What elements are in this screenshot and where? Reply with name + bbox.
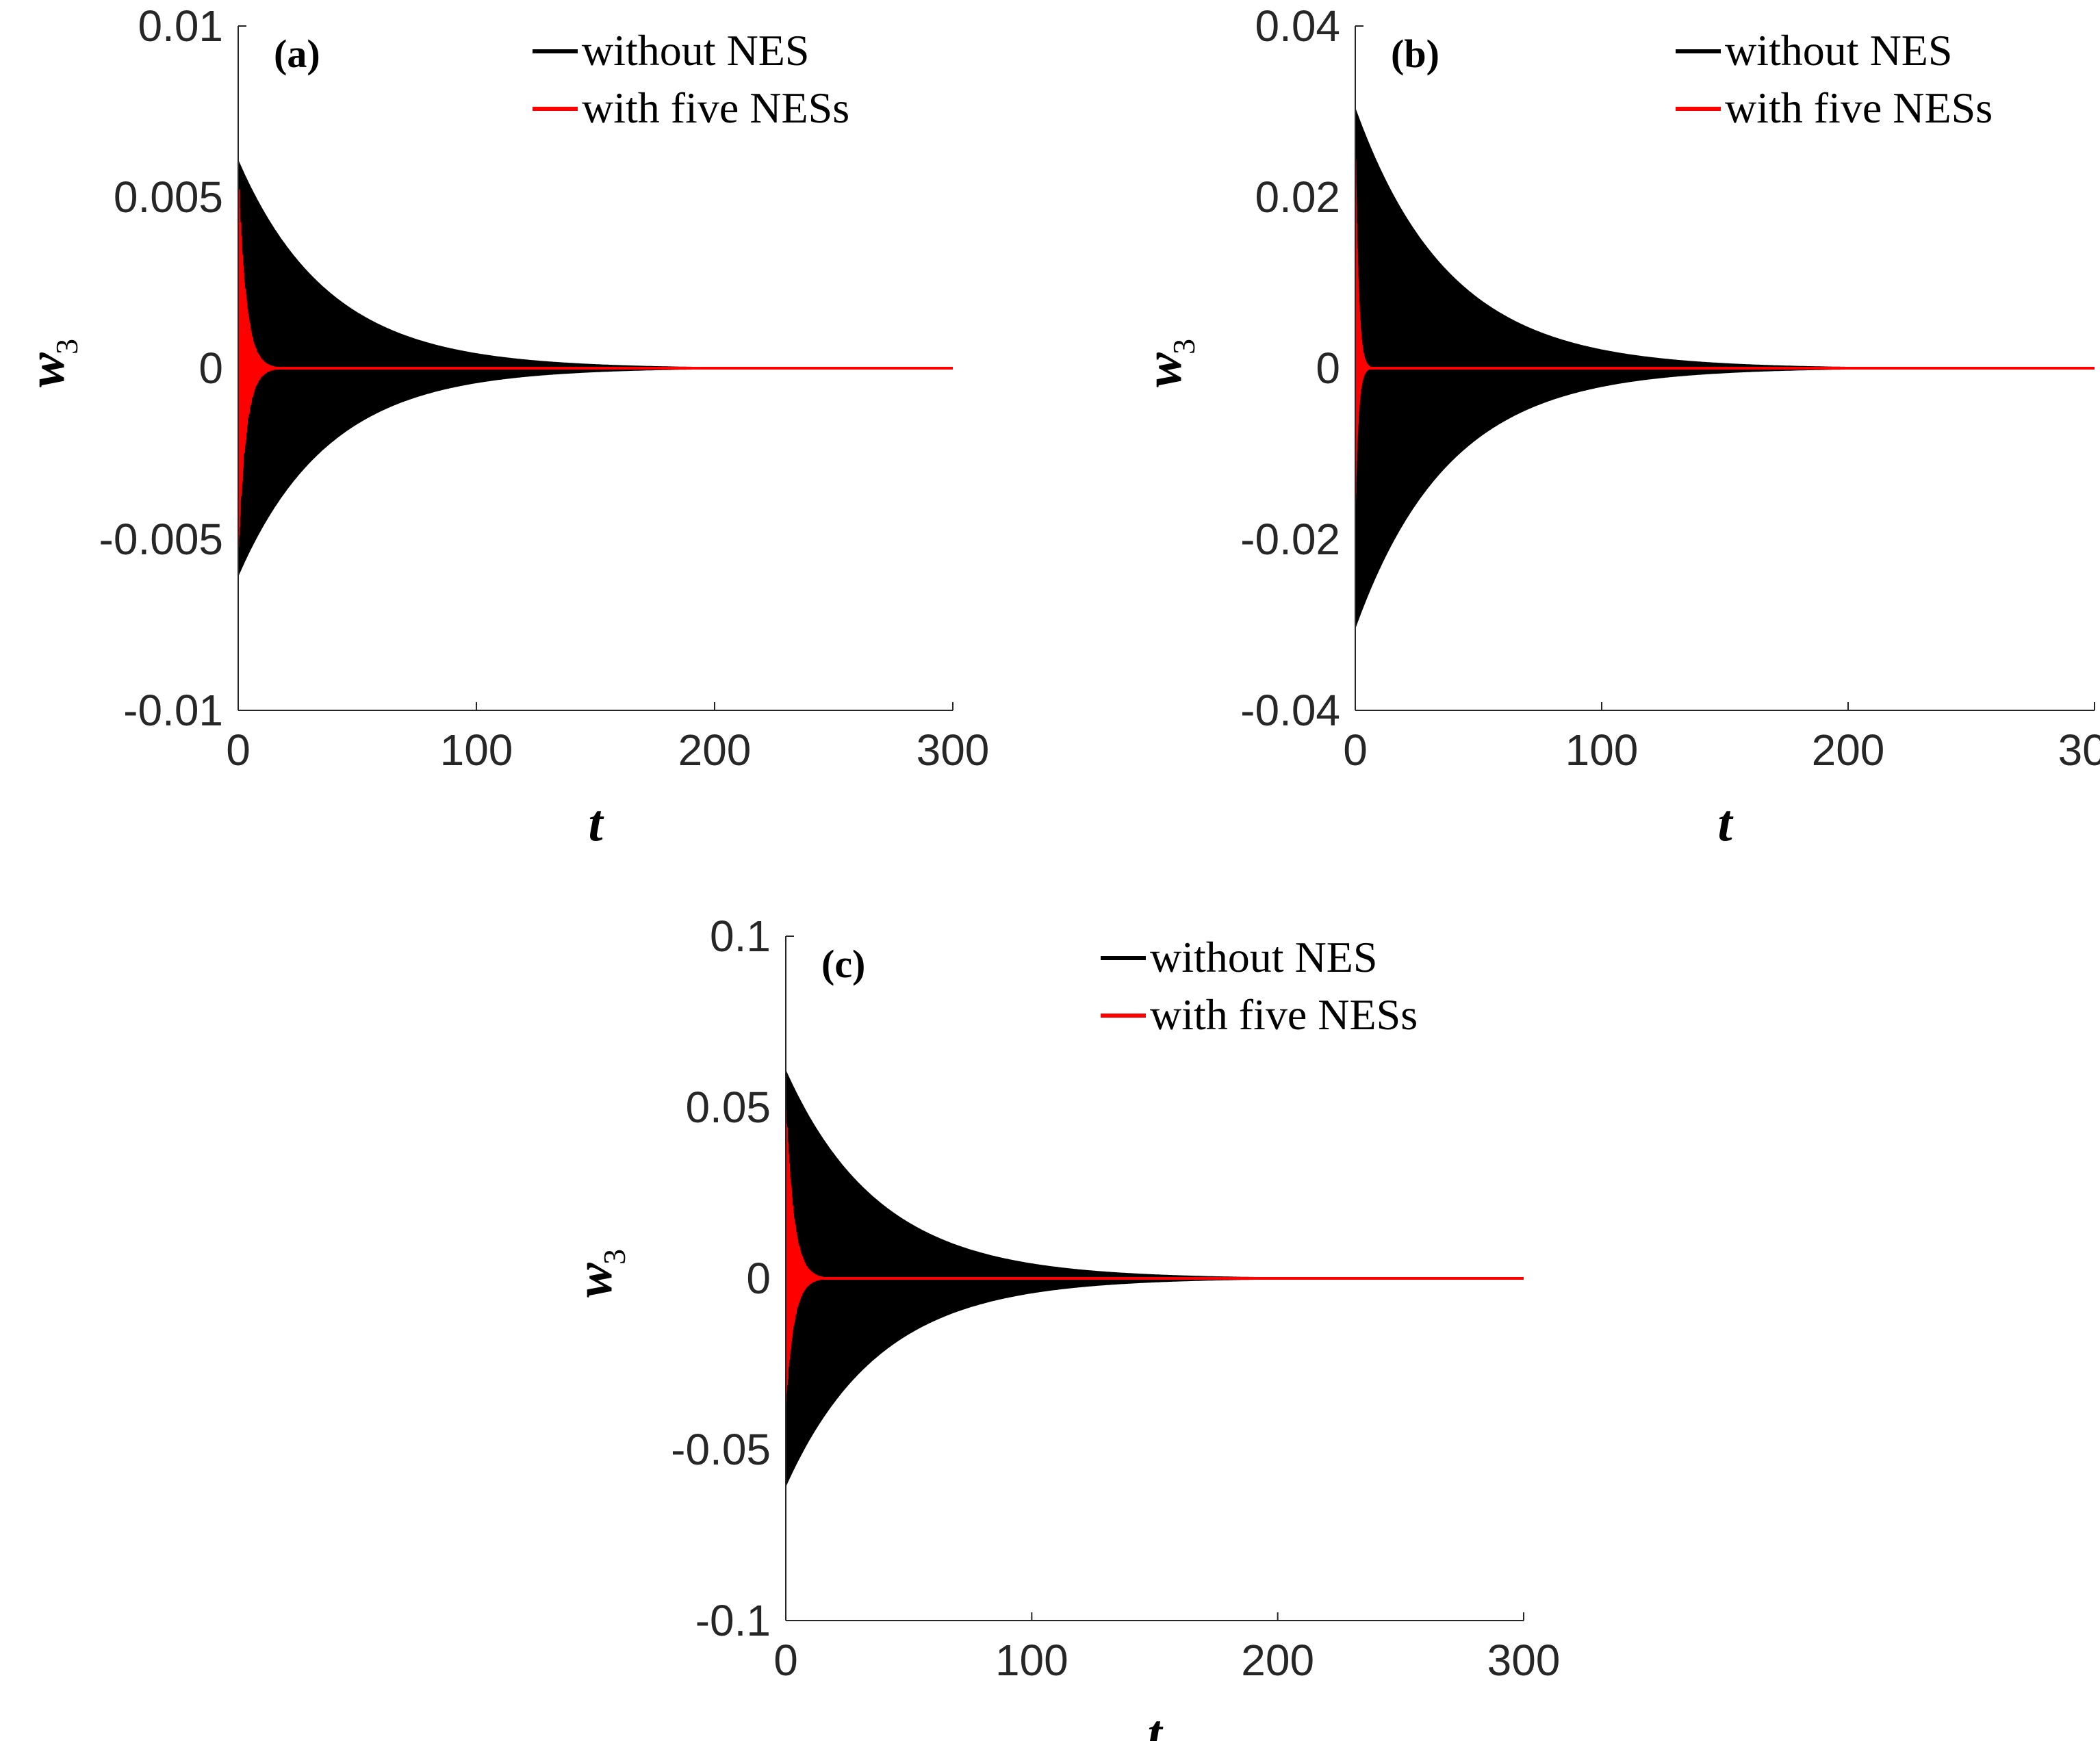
panel-c: 0 100 200 300 -0.1 -0.05 0 0.05 0.1 t w … [565, 912, 1560, 1741]
panel-b-y-axis-title: w 3 [1135, 339, 1201, 387]
panel-a-label: (a) [274, 31, 320, 76]
x-tick-label: 300 [1487, 1636, 1561, 1685]
panel-b-x-tick-labels: 0 100 200 300 [1343, 725, 2100, 775]
panel-a-plot [238, 159, 953, 577]
series-with-five-ness-transient [1355, 140, 1371, 501]
panel-c-y-axis-title: w 3 [565, 1249, 632, 1298]
panel-b: 0 100 200 300 -0.04 -0.02 0 0.02 0.04 t … [1135, 1, 2100, 852]
x-tick-label: 0 [773, 1636, 798, 1685]
y-tick-label: 0.1 [710, 912, 771, 961]
x-tick-label: 0 [226, 725, 251, 775]
y-tick-label: -0.005 [99, 515, 223, 564]
y-axis-title-subscript: 3 [1166, 339, 1201, 354]
y-tick-label: 0 [1316, 344, 1340, 393]
panel-a-y-axis-title: w 3 [18, 339, 84, 387]
panel-a-x-tick-labels: 0 100 200 300 [226, 725, 989, 775]
legend-label-without-nes: without NES [582, 26, 809, 75]
panel-c-x-axis-title: t [1147, 1705, 1164, 1741]
y-tick-label: 0 [199, 344, 223, 393]
panel-b-y-tick-labels: -0.04 -0.02 0 0.02 0.04 [1240, 1, 1340, 735]
legend-label-without-nes: without NES [1150, 933, 1377, 981]
panel-c-legend: without NES with five NESs [1101, 933, 1418, 1039]
y-tick-label: 0.04 [1255, 1, 1340, 51]
x-tick-label: 200 [1812, 725, 1885, 775]
y-tick-label: -0.04 [1240, 686, 1340, 735]
y-axis-title-subscript: 3 [49, 339, 84, 354]
x-tick-label: 100 [995, 1636, 1068, 1685]
y-tick-label: 0 [746, 1254, 771, 1303]
panel-b-label: (b) [1391, 31, 1439, 76]
x-tick-label: 100 [440, 725, 513, 775]
x-tick-label: 0 [1343, 725, 1368, 775]
x-tick-label: 100 [1565, 725, 1639, 775]
panel-a-legend: without NES with five NESs [533, 26, 849, 132]
y-axis-title-main: w [1135, 352, 1192, 387]
panel-b-plot [1355, 107, 2095, 630]
panel-c-plot [785, 1070, 1524, 1487]
y-tick-label: 0.02 [1255, 172, 1340, 222]
y-tick-label: -0.05 [671, 1425, 771, 1474]
legend-label-with-five-ness: with five NESs [1150, 990, 1418, 1039]
y-tick-label: -0.1 [695, 1596, 771, 1645]
y-tick-label: 0.05 [685, 1083, 771, 1132]
y-tick-label: -0.02 [1240, 515, 1340, 564]
panel-c-y-tick-labels: -0.1 -0.05 0 0.05 0.1 [671, 912, 771, 1645]
y-axis-title-subscript: 3 [597, 1249, 632, 1265]
legend-label-without-nes: without NES [1725, 26, 1952, 75]
panel-a: 0 100 200 300 -0.01 -0.005 0 0.005 0.01 … [18, 1, 989, 852]
y-tick-label: 0.01 [138, 1, 223, 51]
x-tick-label: 200 [1241, 1636, 1314, 1685]
x-tick-label: 300 [917, 725, 990, 775]
legend-label-with-five-ness: with five NESs [582, 83, 849, 132]
series-with-five-ness-transient [785, 1109, 826, 1402]
x-tick-label: 200 [678, 725, 752, 775]
panel-c-label: (c) [821, 942, 865, 986]
panel-a-x-axis-title: t [588, 795, 604, 852]
legend-label-with-five-ness: with five NESs [1725, 83, 1993, 132]
panel-a-y-tick-labels: -0.01 -0.005 0 0.005 0.01 [99, 1, 223, 735]
panel-c-x-tick-labels: 0 100 200 300 [773, 1636, 1560, 1685]
panel-b-legend: without NES with five NESs [1676, 26, 1993, 132]
panel-b-x-axis-title: t [1717, 795, 1734, 852]
y-axis-title-main: w [18, 352, 75, 387]
x-tick-label: 300 [2058, 725, 2100, 775]
y-tick-label: 0.005 [114, 172, 223, 222]
y-tick-label: -0.01 [123, 686, 223, 735]
y-axis-title-main: w [565, 1263, 623, 1298]
